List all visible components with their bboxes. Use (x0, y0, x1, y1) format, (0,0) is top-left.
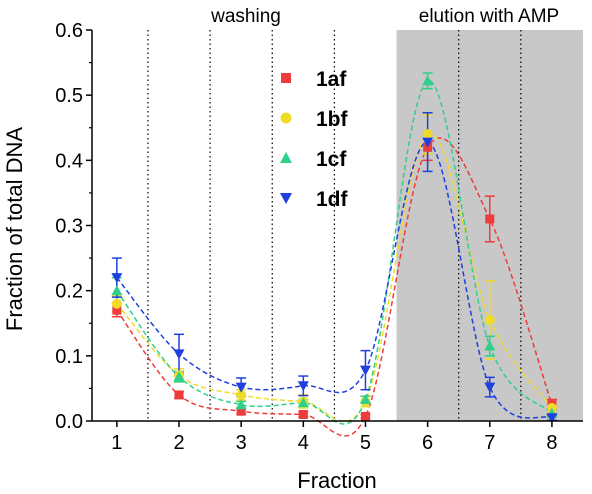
x-tick-label: 5 (360, 432, 371, 454)
data-point-1cf (484, 340, 496, 351)
x-tick-label: 4 (298, 432, 309, 454)
data-point-1cf (235, 399, 247, 410)
data-points (111, 75, 558, 424)
data-point-1df (173, 349, 185, 360)
data-point-1af (298, 409, 308, 419)
y-tick-label: 0.6 (55, 20, 83, 42)
y-tick-label: 0.3 (55, 216, 83, 238)
data-point-1cf (111, 285, 123, 296)
x-axis-title: Fraction (297, 468, 376, 493)
y-tick-label: 0.2 (55, 281, 83, 303)
x-tick-label: 6 (422, 432, 433, 454)
data-point-1af (360, 411, 370, 421)
legend-marker-1df (280, 193, 292, 204)
annotation-washing: washing (210, 6, 281, 27)
fit-curve-1cf (116, 80, 553, 425)
axes: 0.0 0.1 0.2 0.3 0.4 0.5 0.6 1 2 3 4 5 6 7 8 (55, 20, 583, 454)
y-tick-label: 0.4 (55, 150, 83, 172)
data-point-1af (112, 305, 122, 315)
legend: 1af 1bf 1cf 1df (280, 68, 349, 211)
legend-marker-1cf (280, 152, 292, 163)
data-point-1cf (173, 371, 185, 382)
annotation-elution: elution with AMP (419, 6, 559, 27)
data-point-1bf (484, 314, 495, 325)
data-point-1df (546, 413, 558, 424)
y-tick-label: 0.0 (55, 411, 83, 433)
fit-curve-1bf (116, 132, 553, 423)
fit-curve-1df (116, 141, 553, 419)
data-point-1bf (111, 298, 122, 309)
legend-marker-1af (281, 73, 291, 83)
data-point-1df (359, 365, 371, 376)
data-point-1bf (422, 129, 433, 140)
y-tick-label: 0.5 (55, 85, 83, 107)
x-tick-label: 8 (546, 432, 557, 454)
data-point-1cf (297, 397, 309, 408)
x-tick-label: 7 (484, 432, 495, 454)
data-point-1df (484, 382, 496, 393)
y-axis-title: Fraction of total DNA (2, 127, 27, 332)
data-point-1af (485, 214, 495, 224)
data-point-1af (236, 406, 246, 416)
legend-marker-1bf (280, 112, 292, 124)
data-point-1bf (236, 389, 247, 400)
data-point-1cf (422, 75, 434, 86)
legend-label-1df: 1df (316, 188, 349, 211)
data-point-1cf (359, 393, 371, 404)
legend-label-1cf: 1cf (316, 148, 347, 171)
data-point-1df (422, 137, 434, 148)
x-tick-label: 2 (173, 432, 184, 454)
data-point-1af (174, 390, 184, 400)
x-tick-label: 3 (236, 432, 247, 454)
y-tick-label: 0.1 (55, 346, 83, 368)
data-point-1df (297, 381, 309, 392)
data-point-1df (111, 273, 123, 284)
legend-label-1af: 1af (316, 68, 347, 91)
data-point-1df (235, 382, 247, 393)
x-tick-label: 1 (111, 432, 122, 454)
legend-label-1bf: 1bf (316, 108, 349, 131)
